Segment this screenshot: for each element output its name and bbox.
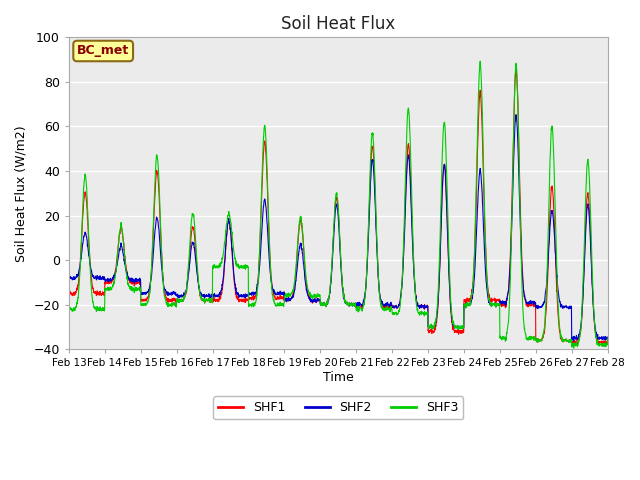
- Line: SHF1: SHF1: [69, 70, 640, 346]
- SHF1: [562, 336, 570, 342]
- SHF3: [122, 271, 130, 276]
- X-axis label: Time: Time: [323, 371, 354, 384]
- SHF2: [570, 338, 577, 344]
- SHF3: [562, 336, 570, 342]
- SHF3: [391, 311, 399, 316]
- SHF1: [512, 67, 520, 73]
- SHF2: [391, 304, 399, 310]
- SHF3: [529, 335, 537, 340]
- SHF2: [65, 275, 73, 280]
- Legend: SHF1, SHF2, SHF3: SHF1, SHF2, SHF3: [214, 396, 463, 419]
- SHF2: [246, 290, 254, 296]
- SHF3: [246, 301, 254, 307]
- Title: Soil Heat Flux: Soil Heat Flux: [281, 15, 396, 33]
- SHF3: [570, 345, 577, 351]
- SHF3: [632, 336, 639, 342]
- SHF1: [122, 266, 130, 272]
- SHF1: [529, 301, 537, 307]
- SHF2: [529, 299, 537, 305]
- SHF2: [562, 303, 570, 309]
- SHF3: [65, 306, 73, 312]
- SHF2: [512, 112, 520, 118]
- Text: BC_met: BC_met: [77, 45, 129, 58]
- SHF1: [632, 336, 639, 342]
- SHF2: [122, 269, 130, 275]
- SHF2: [632, 336, 639, 342]
- Y-axis label: Soil Heat Flux (W/m2): Soil Heat Flux (W/m2): [15, 125, 28, 262]
- SHF1: [65, 290, 73, 296]
- SHF1: [570, 343, 577, 349]
- Line: SHF2: SHF2: [69, 115, 640, 341]
- Line: SHF3: SHF3: [69, 61, 640, 348]
- SHF3: [476, 59, 484, 64]
- SHF1: [246, 295, 254, 300]
- SHF1: [391, 304, 399, 310]
